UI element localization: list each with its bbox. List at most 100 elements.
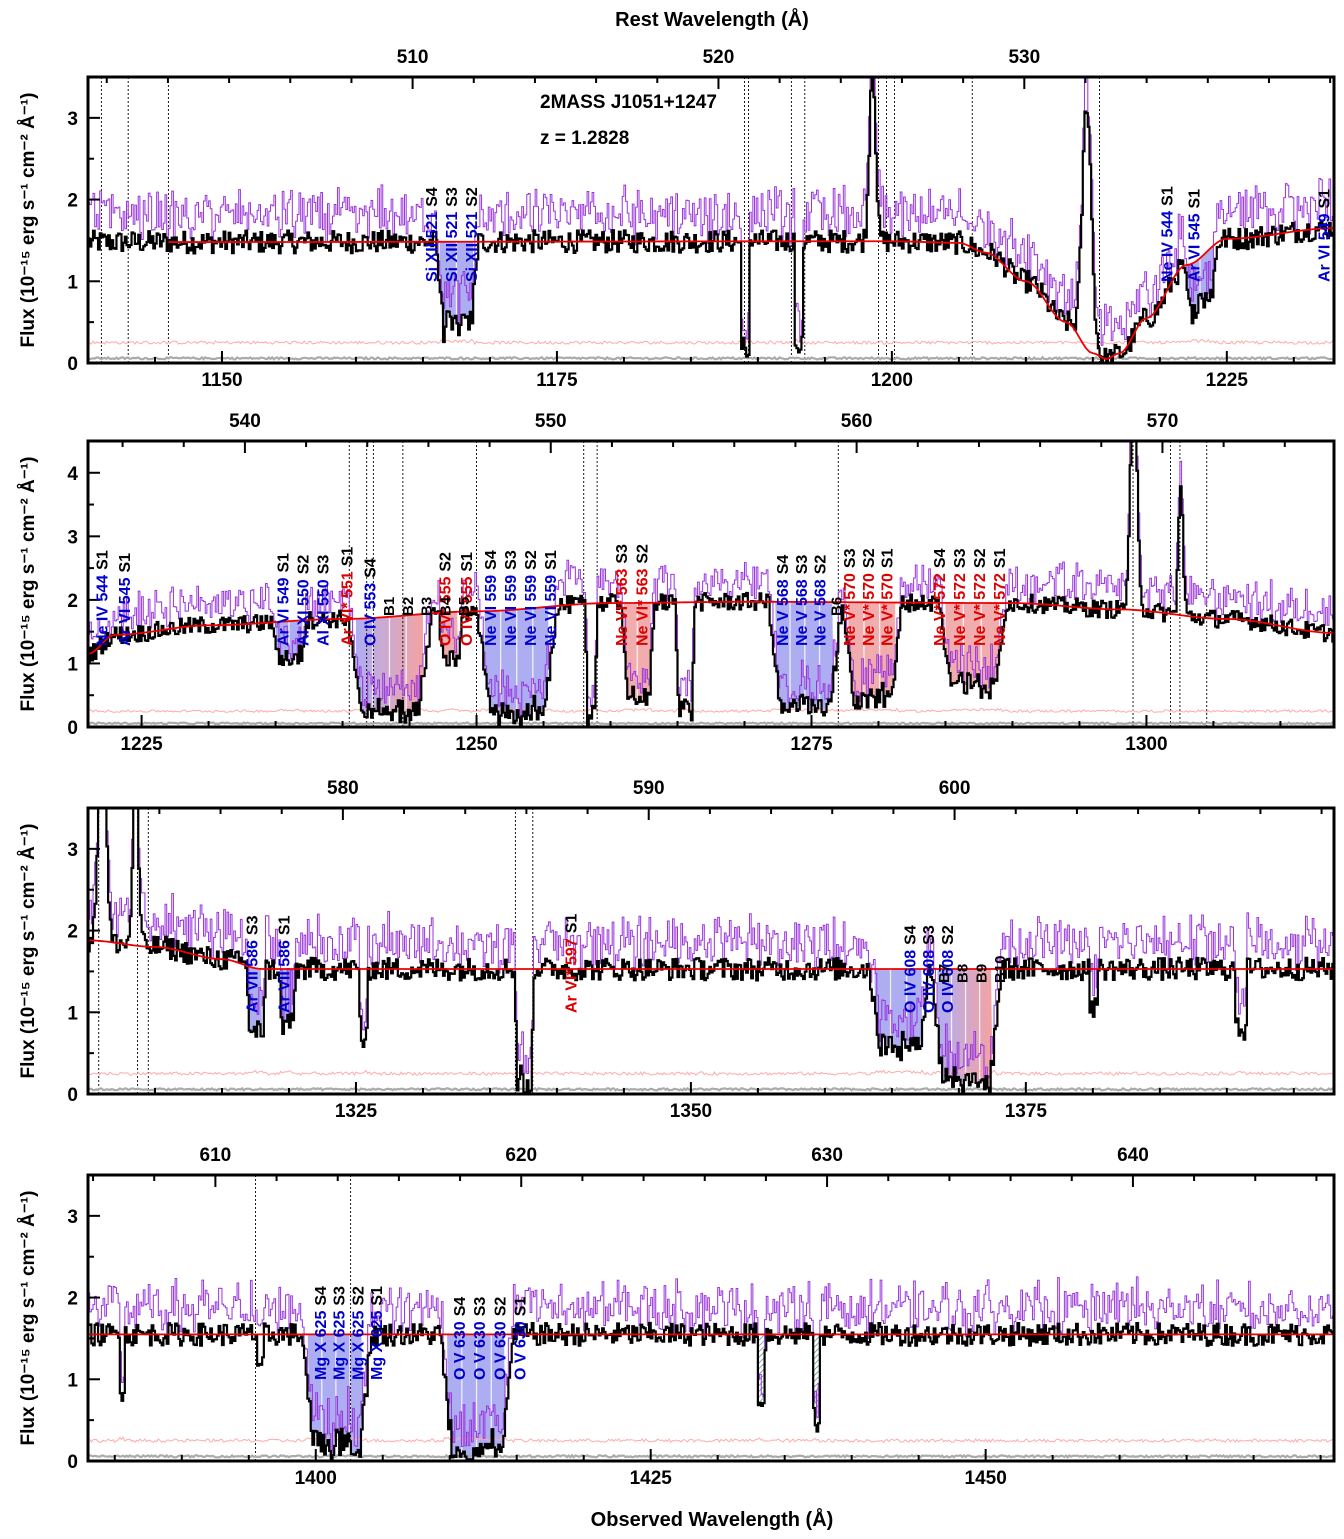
ion-name: Ne VI 559: [503, 575, 520, 646]
top-tick-label: 520: [703, 47, 735, 68]
panel-4: 1400 1425 1450 610 620 630 640 0 1 2 3 Flux (10⁻¹⁵ …: [18, 1145, 1336, 1489]
b-label-text: B10: [992, 955, 1009, 983]
line-label-11: Ne VI 559 S3: [503, 550, 520, 646]
ion-name: Ar VII 586: [277, 940, 294, 1013]
b-label-4: B10: [992, 955, 1009, 983]
line-label-8: O IV* 555 S2: [437, 552, 454, 646]
line-label-text: Mg X 625 S1: [369, 1286, 386, 1380]
component-tag: S1: [1186, 189, 1203, 209]
ion-name: O IV 608: [940, 950, 957, 1013]
line-label-4: O IV 608 S4: [902, 925, 919, 1013]
line-label-24: Ne V* 572 S2: [972, 548, 989, 646]
b-label-text: B4: [437, 596, 454, 616]
y-tick-label: 2: [67, 1289, 78, 1310]
component-tag: S2: [492, 1297, 509, 1317]
line-label-9: O IV* 555 S1: [459, 552, 476, 646]
line-label-21: Ne V* 570 S1: [880, 548, 897, 646]
line-label-text: O IV* 555 S1: [459, 552, 476, 646]
ion-name: Ne V* 572: [932, 573, 949, 646]
x-tick-label: 1300: [1125, 734, 1167, 755]
line-label-text: Mg X 625 S2: [350, 1286, 367, 1380]
component-tag: S3: [444, 187, 461, 207]
line-label-17: Ne V 568 S3: [794, 555, 811, 646]
line-label-text: O IV 608 S3: [921, 925, 938, 1013]
top-tick-label: 590: [633, 778, 665, 799]
line-label-1: Ne IV 544 S1: [94, 550, 111, 646]
line-label-5: Al XI 550 S3: [315, 555, 332, 646]
component-tag: S3: [614, 544, 631, 564]
line-label-text: Si XII 521 S3: [444, 187, 461, 282]
line-label-text: O V 630 S1: [512, 1297, 529, 1380]
ion-name: O V 630: [492, 1321, 509, 1380]
line-label-text: Al XI 550 S2: [295, 555, 312, 646]
top-tick-label: 530: [1008, 47, 1040, 68]
line-label-text: Ar VI* 551 S1: [340, 547, 357, 646]
error-spectrum: [88, 707, 1334, 714]
line-label-6: Ar VI 549 S1: [1316, 189, 1333, 282]
component-tag: S3: [244, 915, 261, 935]
y-axis-label: Flux (10⁻¹⁵ erg s⁻¹ cm⁻² Å⁻¹): [18, 93, 39, 348]
panel-1: 1150 1175 1200 1225 510 520 530 0 1 2 3 Flux (10⁻¹⁵…: [18, 47, 1336, 391]
x-tick-label: 1375: [1005, 1101, 1048, 1122]
component-tag: S2: [523, 550, 540, 570]
line-label-text: Ne V* 572 S3: [952, 548, 969, 646]
error-spectrum: [88, 338, 1334, 346]
secondary-error-spectrum: [88, 721, 1334, 726]
line-label-text: O IV* 555 S2: [437, 552, 454, 646]
component-tag: S3: [503, 550, 520, 570]
line-label-text: Ar VI 549 S1: [275, 553, 292, 646]
line-label-text: Ne IV 544 S1: [94, 550, 111, 646]
b-label-2: B8: [955, 964, 972, 983]
y-tick-label: 2: [67, 191, 78, 212]
line-label-text: O IV 608 S4: [902, 925, 919, 1013]
component-tag: S3: [332, 1286, 349, 1306]
ion-name: O IV* 555: [437, 577, 454, 646]
component-tag: S3: [315, 555, 332, 575]
x-tick-label: 1325: [335, 1101, 378, 1122]
b-label-3: B3: [419, 597, 436, 616]
line-label-3: Mg X 625 S2: [350, 1286, 367, 1380]
line-label-19: Ne V* 570 S3: [842, 548, 859, 646]
component-tag: S1: [94, 550, 111, 570]
y-tick-label: 1: [67, 1003, 78, 1024]
line-label-text: Ne VI 559 S2: [523, 550, 540, 646]
component-tag: S1: [277, 915, 294, 935]
ion-name: Ar VI 545: [1186, 213, 1203, 282]
y-tick-label: 0: [67, 718, 78, 739]
component-tag: S1: [543, 550, 560, 570]
ion-name: Ne V 568: [775, 579, 792, 646]
panel-plot-area: [88, 1175, 1334, 1461]
component-tag: S2: [634, 544, 651, 564]
ion-name: O V 630: [452, 1321, 469, 1380]
component-tag: S2: [350, 1286, 367, 1306]
ion-name: Ne VI 559: [543, 575, 560, 646]
y-tick-label: 3: [67, 109, 78, 130]
line-label-12: Ne VI 559 S2: [523, 550, 540, 646]
object-name: 2MASS J1051+1247: [540, 92, 717, 113]
line-label-6: O IV 608 S2: [940, 925, 957, 1013]
component-tag: S4: [775, 555, 792, 575]
line-label-text: Ne VI* 563 S2: [634, 544, 651, 646]
line-label-text: Ne V 568 S4: [775, 555, 792, 646]
component-tag: S1: [459, 552, 476, 572]
ion-name: Ne IV 544: [94, 575, 111, 646]
ion-name: Ne V 568: [813, 579, 830, 646]
panel-frame: [86, 439, 1336, 729]
component-tag: S4: [932, 548, 949, 568]
panel-frame: [86, 75, 1336, 365]
b-label-1: B7: [936, 964, 953, 983]
ion-name: O V 630: [472, 1321, 489, 1380]
ion-name: O IV 608: [902, 950, 919, 1013]
top-tick-label: 570: [1147, 411, 1179, 432]
line-label-10: Ne VI 559 S4: [483, 550, 500, 646]
y-tick-label: 3: [67, 1207, 78, 1228]
component-tag: S1: [992, 548, 1009, 568]
component-tag: S2: [861, 548, 878, 568]
panel-plot-area: [88, 77, 1334, 363]
line-label-16: Ne V 568 S4: [775, 555, 792, 646]
line-label-text: Ne V* 572 S4: [932, 548, 949, 646]
line-label-text: Ne V 568 S3: [794, 555, 811, 646]
component-tag: S2: [295, 555, 312, 575]
line-label-text: O V 630 S3: [472, 1297, 489, 1380]
